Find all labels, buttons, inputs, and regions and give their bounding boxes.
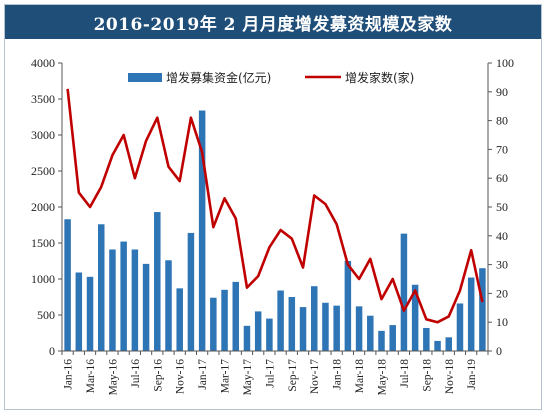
y-left-tick-label: 3000 — [31, 128, 55, 142]
x-tick-label: Jul-17 — [264, 359, 276, 388]
bar-Oct-17 — [299, 307, 307, 351]
x-tick-label: Sep-17 — [287, 359, 299, 392]
bar-Mar-16 — [86, 276, 94, 351]
bar-Feb-19 — [479, 268, 486, 351]
y-left-tick-label: 3500 — [31, 92, 55, 106]
bar-Dec-18 — [456, 303, 464, 351]
bar-Aug-18 — [411, 284, 419, 351]
title-bar: 2016-2019年 2 月月度增发募资规模及家数 — [5, 5, 541, 39]
bar-Jan-19 — [467, 277, 475, 351]
bar-Jul-16 — [131, 249, 139, 351]
y-left-tick-label: 1000 — [31, 272, 55, 286]
bar-Apr-17 — [232, 281, 240, 351]
y-left-tick-label: 2000 — [31, 200, 55, 214]
bar-Feb-18 — [344, 261, 352, 351]
bar-Nov-18 — [445, 337, 453, 351]
y-right-tick-label: 10 — [496, 315, 508, 329]
bar-Feb-17 — [210, 297, 217, 351]
legend-line-label: 增发家数(家) — [345, 70, 414, 85]
bar-Feb-16 — [75, 272, 83, 351]
bar-Jun-16 — [120, 241, 127, 351]
bar-Dec-16 — [187, 232, 195, 351]
y-right-tick-label: 60 — [496, 171, 508, 185]
bar-Apr-18 — [367, 315, 374, 351]
chart-title: 2016-2019年 2 月月度增发募资规模及家数 — [93, 14, 453, 35]
y-right-tick-label: 100 — [496, 56, 514, 70]
bar-Sep-18 — [423, 327, 430, 351]
bar-Dec-17 — [322, 302, 329, 351]
y-left-tick-label: 0 — [49, 344, 55, 358]
y-left-tick-label: 4000 — [31, 56, 55, 70]
bar-Mar-17 — [221, 289, 228, 351]
x-tick-label: Mar-17 — [220, 359, 232, 394]
chart-frame: 2016-2019年 2 月月度增发募资规模及家数 — [4, 4, 542, 410]
y-left-tick-label: 2500 — [31, 164, 55, 178]
y-left-tick-label: 500 — [37, 308, 55, 322]
bar-Oct-18 — [434, 340, 441, 351]
bar-Mar-18 — [355, 306, 363, 351]
x-tick-label: May-17 — [242, 359, 254, 396]
legend-bar-swatch — [128, 73, 162, 82]
x-tick-label: Nov-18 — [444, 359, 456, 394]
x-tick-label: Sep-16 — [152, 359, 164, 392]
bar-Jul-17 — [266, 318, 273, 351]
bar-Jan-18 — [333, 305, 340, 351]
x-tick-label: Mar-16 — [85, 359, 97, 394]
x-tick-label: Jul-18 — [399, 359, 411, 388]
bar-Jan-17 — [198, 110, 206, 352]
y-right-tick-label: 80 — [496, 114, 508, 128]
x-tick-label: Sep-18 — [421, 359, 433, 392]
bar-Aug-17 — [277, 290, 284, 351]
y-right-tick-label: 0 — [496, 344, 502, 358]
line-series-count — [66, 88, 484, 324]
x-tick-label: Nov-16 — [175, 359, 187, 394]
y-right-tick-label: 70 — [496, 142, 508, 156]
bar-Jun-17 — [254, 311, 262, 351]
x-tick-label: May-18 — [377, 359, 389, 396]
bar-Aug-16 — [142, 263, 150, 351]
x-tick-label: Jul-16 — [130, 359, 142, 388]
x-tick-label: Jan-16 — [63, 359, 75, 390]
bar-Oct-16 — [165, 260, 172, 351]
x-tick-label: Jan-19 — [466, 359, 478, 390]
bar-Jan-16 — [64, 219, 71, 351]
bar-May-16 — [109, 249, 116, 351]
x-tick-label: May-16 — [107, 359, 119, 396]
bar-May-17 — [243, 325, 251, 351]
bar-Jun-18 — [389, 325, 396, 351]
x-tick-label: Mar-18 — [354, 359, 366, 394]
x-tick-label: Nov-17 — [309, 359, 321, 394]
x-tick-label: Jan-18 — [332, 359, 344, 390]
y-right-tick-label: 50 — [496, 200, 508, 214]
bar-Apr-16 — [97, 224, 105, 351]
bar-May-18 — [378, 330, 385, 351]
y-right-tick-label: 30 — [496, 258, 508, 272]
y-right-tick-label: 90 — [496, 85, 508, 99]
bar-Sep-17 — [288, 297, 296, 351]
y-right-tick-label: 20 — [496, 286, 508, 300]
bar-Nov-16 — [176, 288, 183, 351]
bar-Nov-17 — [310, 286, 318, 351]
y-left-tick-label: 1500 — [31, 236, 55, 250]
bar-Sep-16 — [154, 212, 161, 351]
bar-Jul-18 — [400, 233, 408, 351]
x-tick-label: Jan-17 — [197, 359, 209, 390]
y-right-tick-label: 40 — [496, 229, 508, 243]
legend-bar-label: 增发募集资金(亿元) — [166, 70, 271, 85]
